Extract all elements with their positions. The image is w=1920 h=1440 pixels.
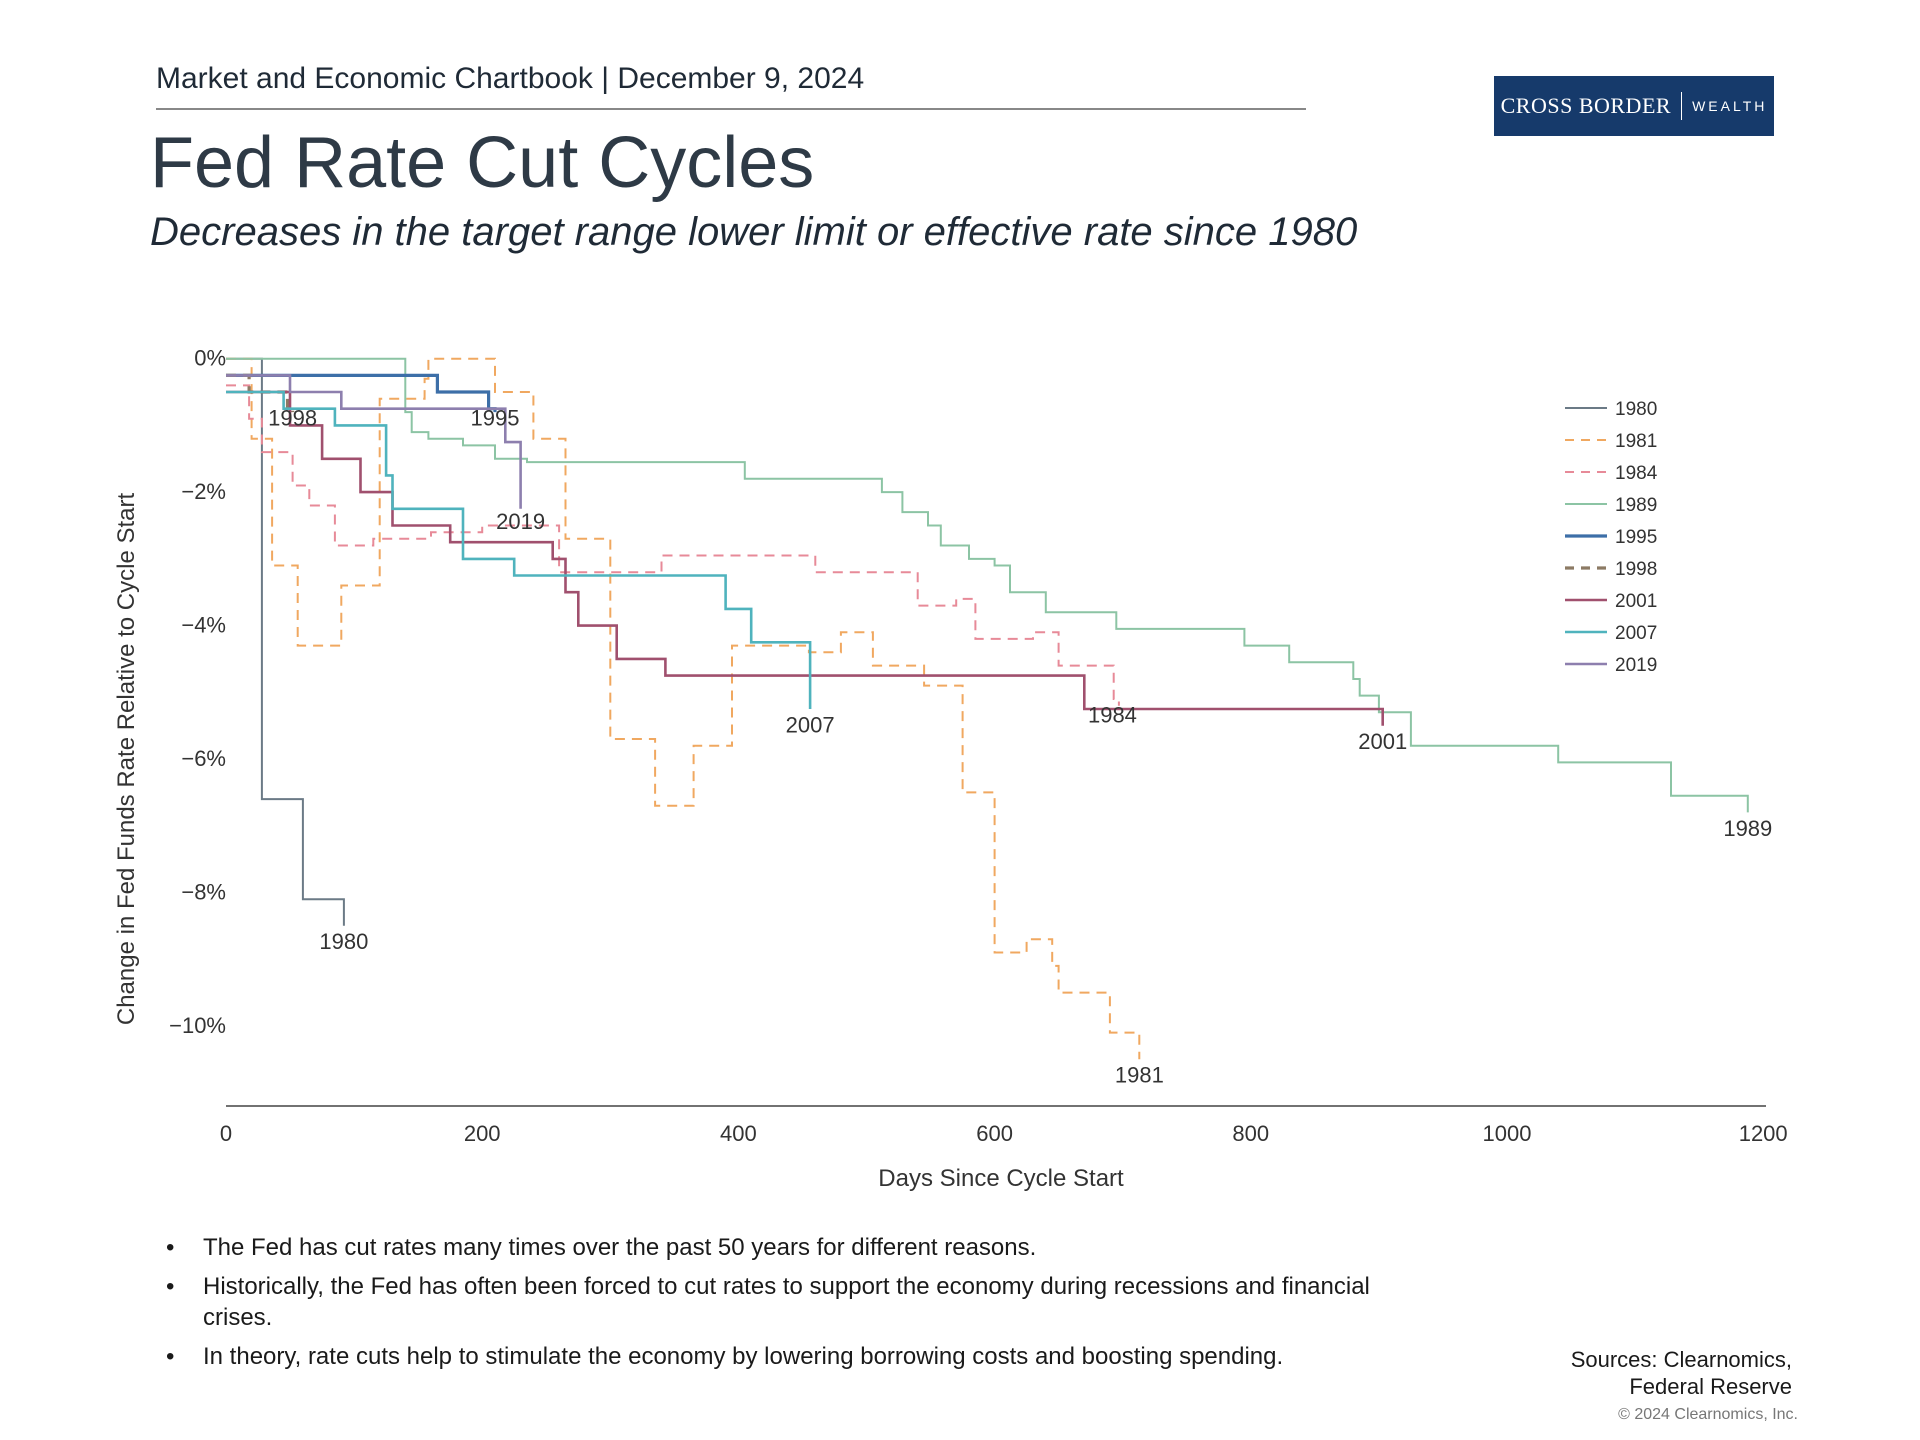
end-label-1989: 1989 <box>1723 816 1772 841</box>
page-subtitle: Decreases in the target range lower limi… <box>150 210 1358 254</box>
x-tick-label: 800 <box>1232 1121 1269 1146</box>
y-tick-label: −2% <box>181 479 226 504</box>
logo-sub-text: WEALTH <box>1692 98 1768 114</box>
end-label-2001: 2001 <box>1358 729 1407 754</box>
legend-label-1981: 1981 <box>1615 431 1657 452</box>
sources-line: Federal Reserve <box>1629 1374 1792 1399</box>
end-label-2019: 2019 <box>496 509 545 534</box>
copyright: © 2024 Clearnomics, Inc. <box>1618 1406 1798 1423</box>
y-tick-label: 0% <box>194 346 226 371</box>
legend-label-1989: 1989 <box>1615 495 1657 516</box>
series-line-2001 <box>226 390 1384 726</box>
chartbook-header: Market and Economic Chartbook | December… <box>156 62 865 95</box>
bullet-item: The Fed has cut rates many times over th… <box>166 1232 1400 1263</box>
legend-label-2001: 2001 <box>1615 591 1657 612</box>
y-tick-label: −8% <box>181 879 226 904</box>
y-tick-label: −4% <box>181 613 226 638</box>
bullet-item: In theory, rate cuts help to stimulate t… <box>166 1341 1400 1372</box>
bullet-list: The Fed has cut rates many times over th… <box>166 1232 1400 1380</box>
x-tick-label: 400 <box>720 1121 757 1146</box>
end-label-1998: 1998 <box>268 405 317 430</box>
series-line-1995 <box>226 373 497 413</box>
series-line-1989 <box>226 357 1749 813</box>
x-axis-title: Days Since Cycle Start <box>878 1165 1124 1192</box>
legend-label-1980: 1980 <box>1615 399 1657 420</box>
series-line-1980 <box>226 357 345 926</box>
series-line-2019 <box>226 374 522 509</box>
series-line-1981 <box>226 357 1141 1060</box>
legend-label-1984: 1984 <box>1615 463 1658 484</box>
x-tick-label: 1200 <box>1739 1121 1788 1146</box>
series-line-1984 <box>226 384 1120 706</box>
logo-main-text: CROSS BORDER <box>1500 93 1672 118</box>
end-label-1981: 1981 <box>1115 1063 1164 1088</box>
x-tick-label: 0 <box>220 1121 232 1146</box>
series-line-2007 <box>226 390 812 709</box>
end-label-2007: 2007 <box>786 712 835 737</box>
x-tick-label: 1000 <box>1483 1121 1532 1146</box>
page-title: Fed Rate Cut Cycles <box>150 123 815 203</box>
y-tick-label: −6% <box>181 746 226 771</box>
sources-note: Sources: Clearnomics, Federal Reserve <box>1571 1346 1792 1400</box>
logo-separator <box>1681 92 1683 120</box>
legend-label-1998: 1998 <box>1615 559 1657 580</box>
legend-label-2019: 2019 <box>1615 655 1657 676</box>
end-label-1995: 1995 <box>471 405 520 430</box>
bullet-item: Historically, the Fed has often been for… <box>166 1271 1400 1333</box>
x-tick-label: 200 <box>464 1121 501 1146</box>
y-axis-title: Change in Fed Funds Rate Relative to Cyc… <box>113 493 140 1026</box>
header-divider <box>156 108 1306 110</box>
sources-line: Sources: Clearnomics, <box>1570 1347 1792 1372</box>
y-tick-label: −10% <box>169 1013 226 1038</box>
brand-logo: CROSS BORDER WEALTH <box>1494 76 1774 136</box>
end-label-1984: 1984 <box>1088 702 1137 727</box>
end-label-1980: 1980 <box>319 929 368 954</box>
legend-label-1995: 1995 <box>1615 527 1657 548</box>
x-tick-label: 600 <box>976 1121 1013 1146</box>
legend-label-2007: 2007 <box>1615 623 1657 644</box>
